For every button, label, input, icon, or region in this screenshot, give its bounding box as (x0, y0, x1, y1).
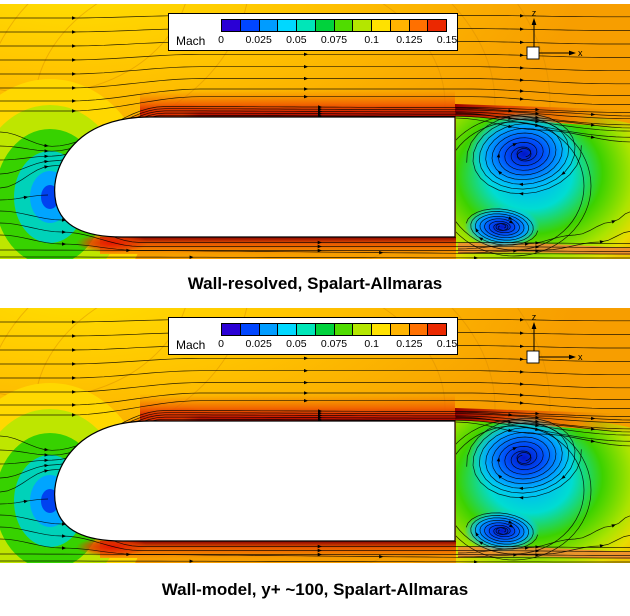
colorbar-segment (297, 20, 316, 31)
colorbar-tick: 0.075 (320, 338, 348, 350)
underbody-boundary-layer (100, 541, 460, 558)
colorbar-tick-labels: 0 0.025 0.05 0.075 0.1 0.125 0.15 (218, 34, 457, 48)
colorbar-segment (428, 20, 446, 31)
colorbar-segment (428, 324, 446, 335)
colorbar-segment (390, 20, 410, 31)
colorbar-tick: 0.15 (436, 34, 458, 46)
colorbar-segment (240, 324, 260, 335)
colorbar-segment (222, 324, 241, 335)
colorbar-tick: 0.05 (286, 338, 307, 350)
colorbar-title: Mach (176, 34, 206, 48)
z-axis-label: z (532, 8, 537, 18)
colorbar-segment (259, 324, 279, 335)
colorbar: Mach 0 0.025 0.05 0.075 0.1 0.125 0.15 (168, 13, 458, 51)
colorbar-tick: 0.025 (245, 34, 272, 46)
colorbar-segment (240, 20, 260, 31)
flow-field-contour-plot (0, 308, 630, 563)
colorbar-segment (372, 20, 391, 31)
underbody-boundary-layer (100, 237, 460, 254)
flow-field-wrap: Mach 0 0.025 0.05 0.075 0.1 0.125 0.15 z x (0, 4, 630, 259)
colorbar-tick: 0.05 (286, 34, 307, 46)
colorbar-segment (222, 20, 241, 31)
colorbar-segment (390, 324, 410, 335)
colorbar-tick: 0.1 (364, 338, 379, 350)
vehicle-body (54, 116, 456, 238)
panel-wall-resolved: Mach 0 0.025 0.05 0.075 0.1 0.125 0.15 z x Wal… (0, 4, 630, 308)
colorbar-tick: 0.1 (364, 34, 379, 46)
axis-indicator: z x (526, 312, 583, 364)
x-arrow-icon (569, 354, 576, 360)
upper-wake-vortex (468, 416, 580, 500)
undernose-acceleration-region (76, 537, 148, 557)
colorbar-tick: 0.125 (396, 338, 423, 350)
colorbar-tick: 0.025 (245, 338, 272, 350)
colorbar-segment (259, 20, 279, 31)
colorbar-tick: 0 (218, 338, 224, 350)
z-arrow-icon (531, 322, 537, 329)
colorbar-title: Mach (176, 338, 206, 352)
origin-square-icon (526, 46, 540, 60)
colorbar-gradient-bar (221, 19, 447, 32)
colorbar-gradient-bar (221, 323, 447, 336)
colorbar-segment (409, 324, 429, 335)
z-axis-label: z (532, 312, 537, 322)
colorbar-segment (409, 20, 429, 31)
panel-caption: Wall-model, y+ ~100, Spalart-Allmaras (161, 579, 469, 599)
wake-vortex-streamlines (456, 417, 592, 561)
panel-wall-model: Mach 0 0.025 0.05 0.075 0.1 0.125 0.15 z x Wal… (0, 308, 630, 616)
colorbar-segment (278, 20, 297, 31)
colorbar-segment (353, 324, 372, 335)
colorbar-tick: 0.15 (436, 338, 458, 350)
colorbar-tick: 0 (218, 34, 224, 46)
flow-field-wrap: Mach 0 0.025 0.05 0.075 0.1 0.125 0.15 z x (0, 308, 630, 563)
colorbar-segment (315, 20, 335, 31)
colorbar: Mach 0 0.025 0.05 0.075 0.1 0.125 0.15 (168, 317, 458, 355)
panel-caption: Wall-resolved, Spalart-Allmaras (187, 273, 443, 293)
colorbar-segment (334, 324, 354, 335)
x-axis-label: x (578, 352, 583, 362)
colorbar-segment (315, 324, 335, 335)
x-axis-label: x (578, 48, 583, 58)
wake-vortex-streamlines (456, 113, 592, 257)
origin-square-icon (526, 350, 540, 364)
colorbar-segment (297, 324, 316, 335)
colorbar-segment (353, 20, 372, 31)
colorbar-tick: 0.075 (320, 34, 348, 46)
colorbar-tick: 0.125 (396, 34, 423, 46)
colorbar-segment (372, 324, 391, 335)
colorbar-segment (278, 324, 297, 335)
colorbar-tick-labels: 0 0.025 0.05 0.075 0.1 0.125 0.15 (218, 338, 457, 352)
vehicle-body (54, 420, 456, 542)
undernose-acceleration-region (76, 233, 148, 253)
upper-wake-vortex (468, 112, 580, 196)
z-arrow-icon (531, 18, 537, 25)
x-arrow-icon (569, 50, 576, 56)
axis-indicator: z x (526, 8, 583, 60)
colorbar-segment (334, 20, 354, 31)
